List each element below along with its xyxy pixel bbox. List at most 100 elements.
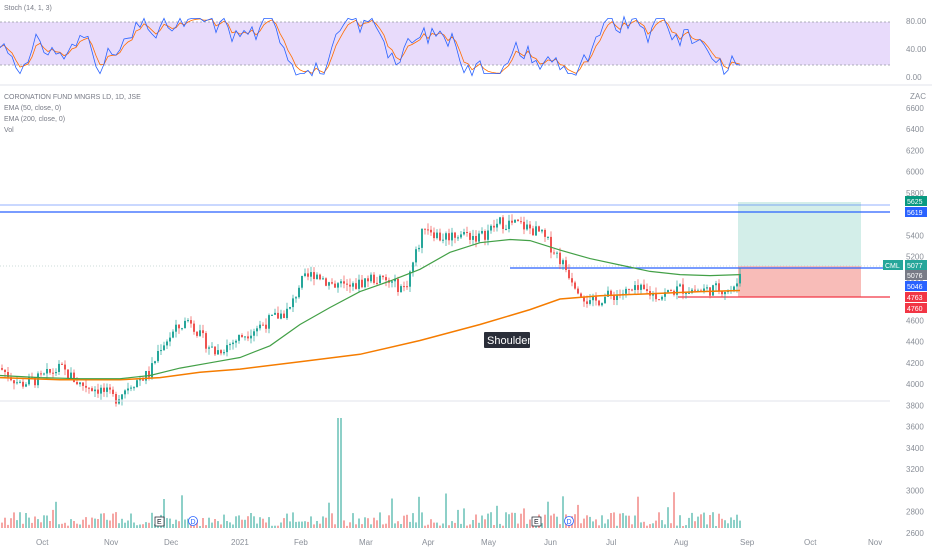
shoulder-annotation[interactable]: Shoulder (484, 332, 531, 348)
candle-body (568, 270, 570, 279)
volume-bar (430, 519, 432, 528)
volume-bar (415, 522, 417, 528)
candle-body (328, 282, 330, 286)
candle-body (25, 384, 27, 387)
volume-bar (310, 516, 312, 528)
candle-body (229, 344, 231, 346)
stoch-band (0, 22, 890, 65)
volume-bar (595, 519, 597, 528)
time-tick-label: Dec (164, 538, 178, 547)
time-axis[interactable]: Oct Nov Dec 2021 Feb Mar Apr May Jun Jul Aug Sep Oct… (36, 538, 882, 547)
candle-body (91, 388, 93, 392)
volume-bar (355, 524, 357, 528)
candle-body (517, 219, 519, 222)
candle-body (451, 232, 453, 241)
candle-body (436, 232, 438, 239)
candle-body (64, 364, 66, 370)
candle-body (1, 368, 3, 370)
volume-bar (337, 418, 339, 528)
volume-bar (22, 523, 24, 528)
volume-bar (556, 516, 558, 528)
time-tick-label: Feb (294, 538, 308, 547)
candle-body (394, 278, 396, 282)
volume-bar (28, 517, 30, 528)
price-tick-label: 6000 (906, 168, 924, 177)
stoch-axis: 80.00 40.00 0.00 (906, 17, 927, 82)
candle-body (370, 274, 372, 282)
volume-bar (304, 521, 306, 528)
candle-body (154, 361, 156, 364)
candle-body (52, 372, 54, 374)
volume-bar (394, 523, 396, 528)
volume-bar (37, 519, 39, 528)
volume-bar (256, 523, 258, 528)
volume-bar (688, 517, 690, 528)
candle-body (307, 273, 309, 277)
volume-bar (412, 513, 414, 528)
volume-bar (583, 518, 585, 528)
candle-body (682, 284, 684, 294)
earnings-marker-1[interactable] (154, 516, 165, 527)
candle-body (292, 298, 294, 308)
volume-bar (739, 520, 741, 528)
price-tag-label: 5625 (907, 199, 923, 206)
volume-bar (328, 502, 330, 528)
volume-bar (676, 525, 678, 528)
price-tag (905, 196, 927, 206)
volume-bar (166, 518, 168, 528)
volume-bar (721, 518, 723, 528)
candle-body (418, 247, 420, 250)
stochastic-pane: Stoch (14, 1, 3) 80.00 40.00 0.00 (0, 5, 927, 82)
volume-bar (625, 515, 627, 528)
volume-bar (211, 522, 213, 528)
volume-bar (442, 523, 444, 528)
volume-bar (175, 519, 177, 528)
candle-body (124, 390, 126, 395)
candle-body (214, 346, 216, 355)
dividend-marker-1[interactable] (188, 516, 198, 526)
candle-body (559, 252, 561, 265)
volume-bar (181, 495, 183, 528)
volume-bar (703, 512, 705, 528)
candle-body (643, 284, 645, 290)
candle-body (361, 279, 363, 288)
volume-bar (469, 524, 471, 528)
candle-body (217, 350, 219, 355)
volume-bar (622, 513, 624, 528)
volume-bar (25, 513, 27, 528)
candle-body (34, 377, 36, 386)
volume-bar (4, 517, 6, 528)
earnings-marker-2[interactable] (531, 516, 542, 527)
target-zone[interactable] (738, 202, 861, 266)
candle-body (478, 233, 480, 242)
candle-body (337, 283, 339, 288)
volume-bar (466, 525, 468, 528)
volume-bar (49, 521, 51, 528)
volume-bar (601, 515, 603, 528)
volume-bar (130, 513, 132, 528)
volume-bar (736, 514, 738, 528)
volume-bar (634, 515, 636, 528)
price-tick-label: 5200 (906, 253, 924, 262)
volume-bar (349, 522, 351, 528)
volume-bar (451, 521, 453, 528)
stop-zone[interactable] (738, 266, 861, 297)
volume-bar (553, 513, 555, 528)
price-axis[interactable]: 6600640062006000580056005400520050004800… (906, 104, 924, 538)
volume-bar (268, 517, 270, 528)
dividend-marker-2[interactable] (564, 516, 574, 526)
candle-body (718, 283, 720, 291)
volume-bar (505, 512, 507, 528)
candle-body (397, 278, 399, 292)
volume-bar (250, 513, 252, 528)
volume-bar (139, 524, 141, 528)
volume-bar (187, 518, 189, 528)
candle-body (322, 278, 324, 280)
candle-body (73, 372, 75, 382)
price-tick-label: 3400 (906, 444, 924, 453)
candle-body (580, 293, 582, 297)
volume-bar (247, 516, 249, 528)
candle-body (715, 283, 717, 286)
volume-bar (484, 519, 486, 528)
